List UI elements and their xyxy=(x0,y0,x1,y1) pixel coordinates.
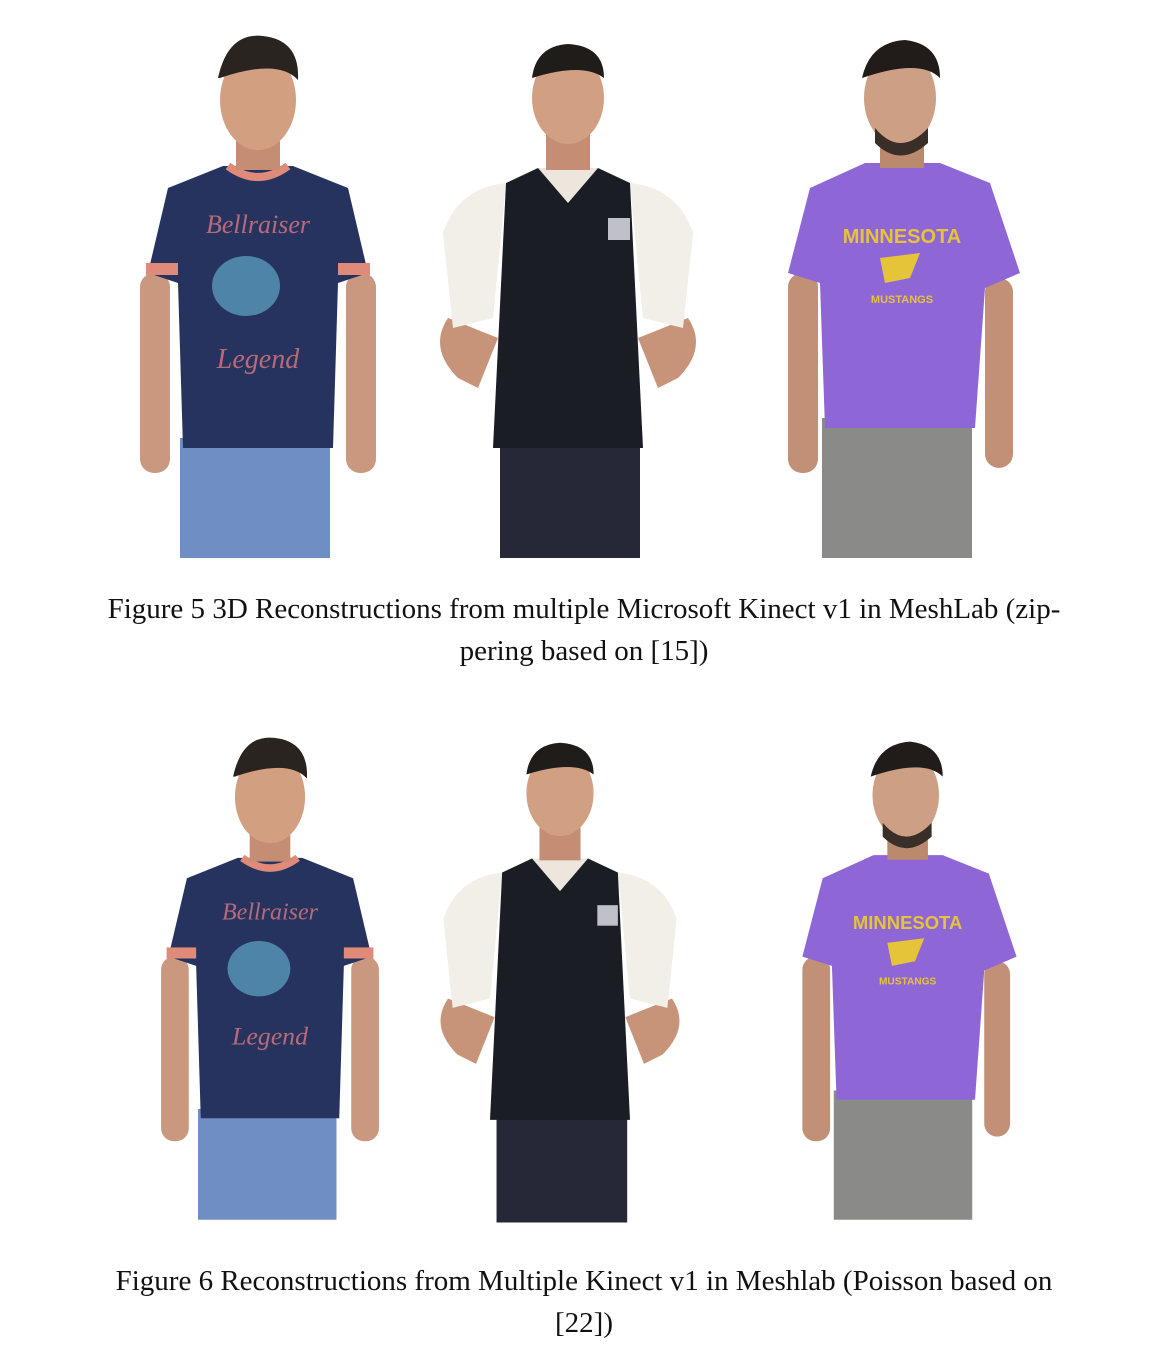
figure-6-subject-2-reconstruction xyxy=(440,742,680,1223)
figure-6-caption-line-1: Reconstructions from Multiple Kinect v1 … xyxy=(220,1265,1053,1297)
figure-6-subject-1-reconstruction: Bellraiser Legend xyxy=(161,737,379,1220)
figure-6-images: Bellraiser Legend MINNESOTA MUSTANGS xyxy=(0,718,1168,1223)
figure-6-label: Figure 6 xyxy=(115,1265,214,1297)
figure-6-subject-1-shirt-text-bottom: Legend xyxy=(231,1021,308,1050)
figure-6-caption: Figure 6 Reconstructions from Multiple K… xyxy=(20,1260,1148,1344)
figure-5-caption: Figure 5 3D Reconstructions from multipl… xyxy=(20,588,1148,672)
figure-5-subject-1-reconstruction: Bellraiser Legend xyxy=(140,35,376,558)
figure-5-label: Figure 5 xyxy=(107,593,206,625)
figure-5-subject-3-shirt-text-bottom: MUSTANGS xyxy=(871,294,933,306)
figure-6-caption-line-2: [22]) xyxy=(555,1307,613,1339)
figure-5-subject-1-shirt-text-bottom: Legend xyxy=(216,344,300,375)
figure-5-subject-3-reconstruction: MINNESOTA MUSTANGS xyxy=(788,40,1020,558)
figure-6-subject-3-reconstruction: MINNESOTA MUSTANGS xyxy=(802,741,1017,1220)
figure-5-subject-1-shirt-text-top: Bellraiser xyxy=(206,210,311,239)
figure-6-subject-1-shirt-text-top: Bellraiser xyxy=(222,900,319,926)
figure-6-subject-3-shirt-text-bottom: MUSTANGS xyxy=(879,976,937,987)
figure-5-caption-line-1: 3D Reconstructions from multiple Microso… xyxy=(212,593,1061,625)
figure-5-images: Bellraiser Legend MINNESOTA MUSTANGS xyxy=(0,18,1168,558)
figure-6-subject-3-shirt-text-top: MINNESOTA xyxy=(853,912,962,933)
figure-5-subject-3-shirt-text-top: MINNESOTA xyxy=(843,226,962,248)
figure-5-subject-2-reconstruction xyxy=(440,44,696,558)
figure-5-caption-line-2: pering based on [15]) xyxy=(459,635,709,667)
